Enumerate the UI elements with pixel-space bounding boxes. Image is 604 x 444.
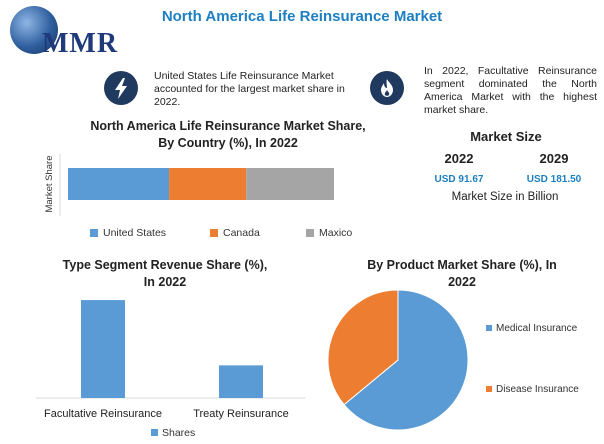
market-size-value-2022: USD 91.67 [434,174,484,185]
legend-item-united-states: United States [90,227,166,239]
company-logo: MMR [4,4,124,62]
flame-icon [370,71,404,105]
product-pie-chart: Medical Insurance Disease Insurance [327,289,579,431]
lightning-icon [104,71,138,105]
globe-icon [10,6,58,54]
slice-disease-insurance [327,289,399,406]
product-chart-title-line2: 2022 [448,275,476,289]
legend-item-canada: Canada [210,227,260,239]
bar-facultative-reinsurance [81,300,125,398]
logo-text: MMR [42,28,119,59]
product-chart-title-line1: By Product Market Share (%), In [367,258,557,272]
market-size-title: Market Size [470,129,542,144]
x-tick-label: Treaty Reinsurance [193,408,289,420]
legend-swatch [486,386,492,392]
country-share-chart: Market Share [44,154,334,216]
legend-swatch [90,229,98,237]
info-right-text: In 2022, Facultative Reinsurance segment… [424,65,597,116]
country-legend: United States Canada Maxico [90,227,380,241]
country-chart-title-line2: By Country (%), In 2022 [158,136,298,150]
legend-label-shares: Shares [162,427,195,439]
type-chart-title-line1: Type Segment Revenue Share (%), [62,258,268,272]
market-size-value-2029: USD 181.50 [526,174,582,185]
legend-label: Maxico [319,227,353,239]
country-chart-title: North America Life Reinsurance Market Sh… [80,118,376,152]
market-size-note: Market Size in Billion [451,191,559,203]
legend-item-maxico: Maxico [306,227,352,239]
legend-swatch [486,325,492,331]
page-title: North America Life Reinsurance Market [161,8,443,25]
type-chart-title: Type Segment Revenue Share (%), In 2022 [40,257,290,291]
market-size-year-2029: 2029 [539,151,569,166]
x-tick-label: Facultative Reinsurance [44,408,162,420]
legend-label: United States [103,227,167,239]
bar-maxico [246,168,334,200]
country-chart-ylabel: Market Share [44,155,55,212]
legend-label: Canada [223,227,260,239]
info-left-text: United States Life Reinsurance Market ac… [154,70,345,108]
product-chart-title: By Product Market Share (%), In 2022 [356,257,568,291]
country-chart-title-line1: North America Life Reinsurance Market Sh… [90,119,366,133]
legend-swatch [210,229,218,237]
legend-swatch [151,429,158,436]
slice-medical-insurance [343,289,469,431]
bar-treaty-reinsurance [219,365,263,398]
legend-label-medical-insurance: Medical Insurance [496,323,578,334]
type-chart-title-line2: In 2022 [143,275,187,289]
type-segment-chart: Facultative Reinsurance Treaty Reinsuranc… [36,300,306,439]
legend-label-disease-insurance: Disease Insurance [496,384,579,395]
legend-swatch [306,229,314,237]
bar-united-states [68,168,170,200]
market-size-year-2022: 2022 [444,151,474,166]
bar-canada [169,168,247,200]
